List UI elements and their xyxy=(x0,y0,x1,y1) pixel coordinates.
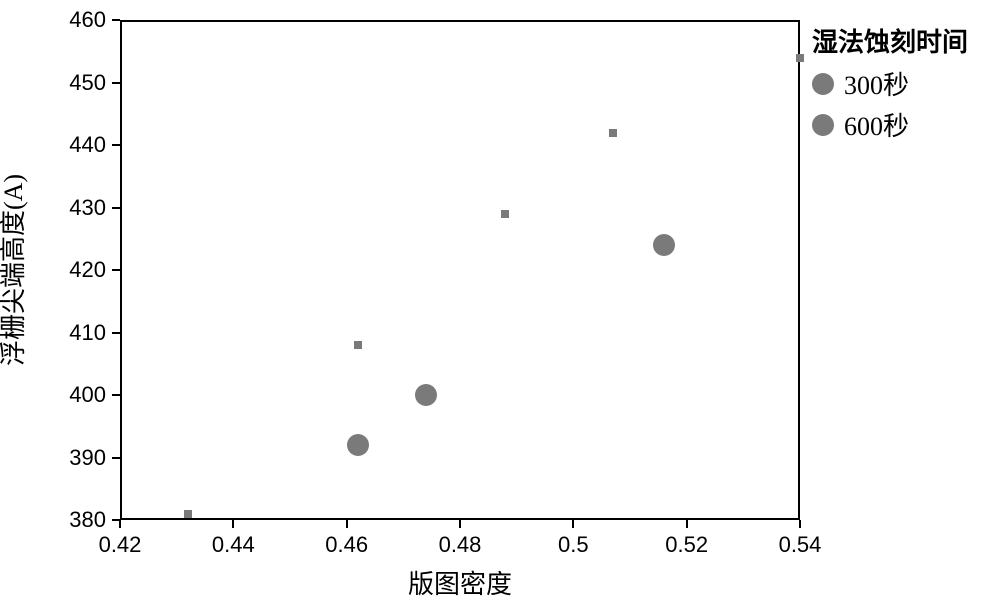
y-tick-label: 440 xyxy=(69,132,106,158)
legend-label: 300秒 xyxy=(844,65,909,102)
x-tick xyxy=(459,520,461,528)
y-tick-label: 380 xyxy=(69,507,106,533)
y-tick-label: 420 xyxy=(69,257,106,283)
plot-area xyxy=(120,20,800,520)
data-point xyxy=(796,54,804,62)
y-tick xyxy=(112,82,120,84)
x-tick xyxy=(232,520,234,528)
data-point xyxy=(609,129,617,137)
legend-swatch xyxy=(812,73,834,95)
legend-swatch xyxy=(812,114,834,136)
x-tick xyxy=(119,520,121,528)
data-point xyxy=(501,210,509,218)
y-tick-label: 450 xyxy=(69,70,106,96)
legend-title: 湿法蚀刻时间 xyxy=(812,22,968,59)
data-point xyxy=(184,510,192,518)
y-tick-label: 390 xyxy=(69,445,106,471)
y-tick xyxy=(112,519,120,521)
y-tick xyxy=(112,269,120,271)
x-tick-label: 0.42 xyxy=(99,532,142,558)
x-tick xyxy=(799,520,801,528)
legend-item: 300秒 xyxy=(812,65,968,102)
y-tick xyxy=(112,394,120,396)
legend-item: 600秒 xyxy=(812,106,968,143)
x-tick-label: 0.52 xyxy=(665,532,708,558)
y-tick-label: 430 xyxy=(69,195,106,221)
chart-figure: 0.42 0.44 0.46 0.48 0.5 0.52 0.54 380 390 400 410 4… xyxy=(0,0,1000,616)
x-tick-label: 0.46 xyxy=(325,532,368,558)
y-tick-label: 400 xyxy=(69,382,106,408)
y-tick xyxy=(112,19,120,21)
x-tick-label: 0.54 xyxy=(779,532,822,558)
x-tick-label: 0.48 xyxy=(439,532,482,558)
y-tick xyxy=(112,457,120,459)
y-tick xyxy=(112,207,120,209)
x-tick xyxy=(686,520,688,528)
x-tick-label: 0.5 xyxy=(558,532,589,558)
y-tick-label: 410 xyxy=(69,320,106,346)
legend-label: 600秒 xyxy=(844,106,909,143)
x-tick xyxy=(572,520,574,528)
data-point xyxy=(354,341,362,349)
legend: 湿法蚀刻时间 300秒 600秒 xyxy=(812,22,968,147)
data-point xyxy=(347,434,369,456)
y-tick xyxy=(112,144,120,146)
y-tick-label: 460 xyxy=(69,7,106,33)
x-axis-label: 版图密度 xyxy=(408,564,512,601)
x-tick xyxy=(346,520,348,528)
data-point xyxy=(653,234,675,256)
y-axis-label: 浮栅尖端高度(A) xyxy=(0,174,30,366)
data-point xyxy=(415,384,437,406)
x-tick-label: 0.44 xyxy=(212,532,255,558)
y-tick xyxy=(112,332,120,334)
